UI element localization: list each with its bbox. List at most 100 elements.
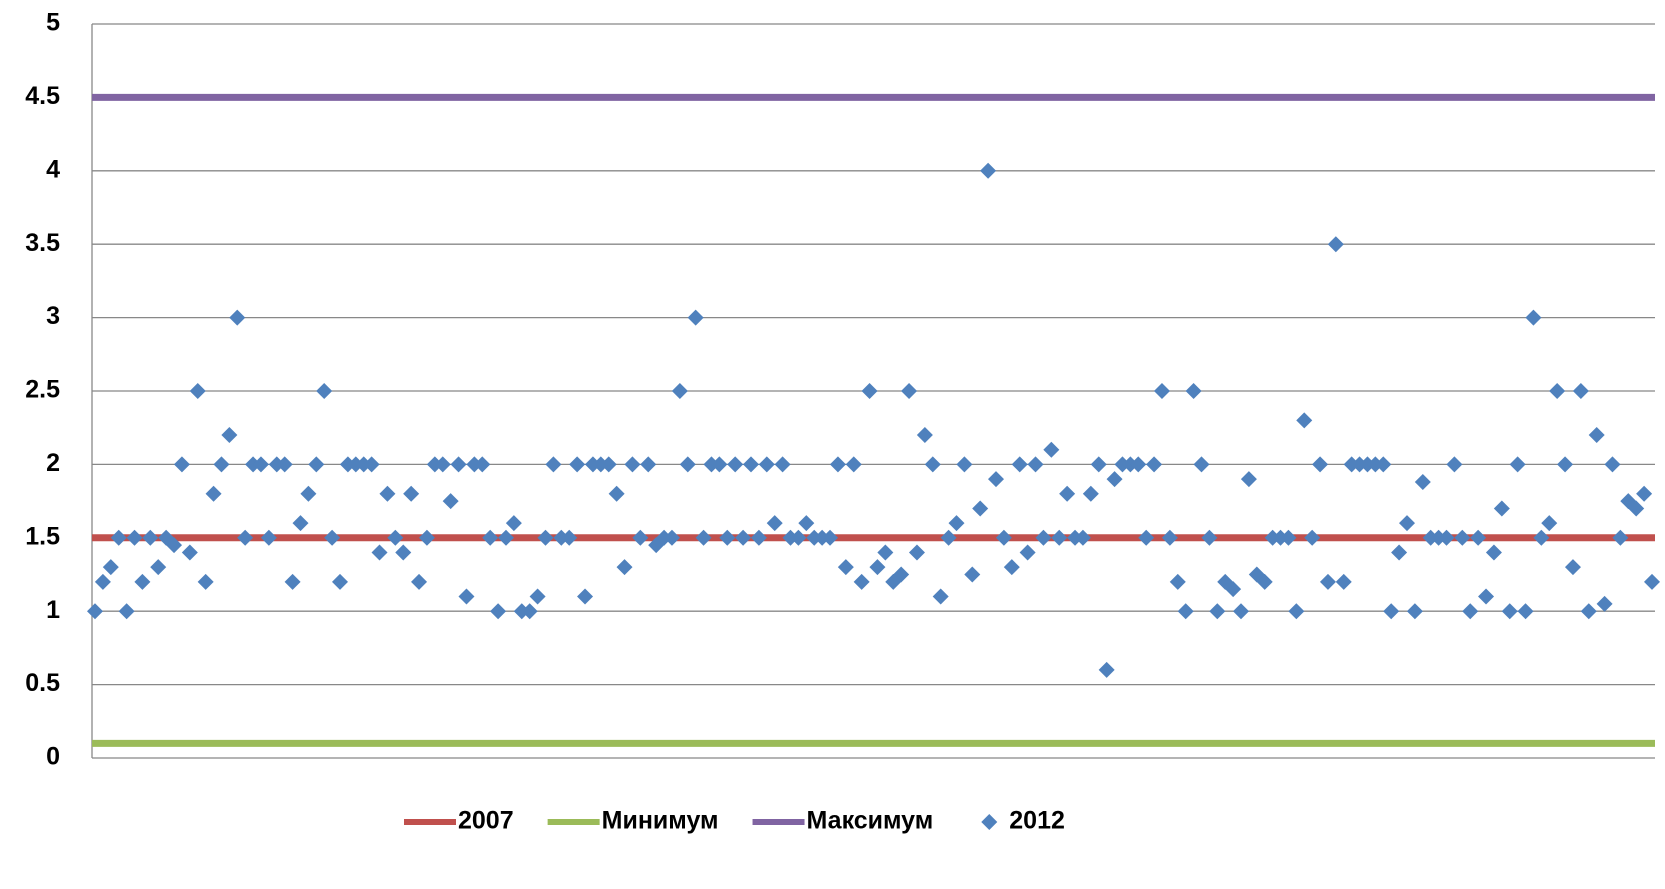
point [924, 456, 941, 473]
point [1003, 559, 1020, 576]
point [497, 529, 514, 546]
point [292, 515, 309, 532]
point [1019, 544, 1036, 561]
point [237, 529, 254, 546]
point [663, 529, 680, 546]
y-tick-label: 3 [46, 302, 60, 330]
point [1288, 603, 1305, 620]
point [940, 529, 957, 546]
point [537, 529, 554, 546]
point [1304, 529, 1321, 546]
point [1580, 603, 1597, 620]
point [173, 456, 190, 473]
point [1296, 412, 1313, 429]
point [600, 456, 617, 473]
point [790, 529, 807, 546]
y-tick-label: 1 [46, 596, 60, 624]
y-tick-label: 4.5 [25, 82, 60, 110]
point [561, 529, 578, 546]
point [1414, 474, 1431, 491]
point [608, 485, 625, 502]
point [102, 559, 119, 576]
point [1383, 603, 1400, 620]
point [616, 559, 633, 576]
point [829, 456, 846, 473]
point [1462, 603, 1479, 620]
point [252, 456, 269, 473]
point [189, 383, 206, 399]
point [1541, 515, 1558, 532]
point [861, 383, 878, 399]
point [434, 456, 451, 473]
point [695, 529, 712, 546]
point [687, 309, 704, 326]
point [1161, 529, 1178, 546]
point [1209, 603, 1226, 620]
point [458, 588, 475, 605]
point [908, 544, 925, 561]
point [308, 456, 325, 473]
point [387, 529, 404, 546]
point [1035, 529, 1052, 546]
point [822, 529, 839, 546]
point [545, 456, 562, 473]
point [197, 573, 214, 590]
point [118, 603, 135, 620]
legend-label: 2012 [1009, 807, 1065, 835]
point [901, 383, 918, 399]
point [490, 603, 507, 620]
point [1470, 529, 1487, 546]
point [916, 427, 933, 444]
point [1233, 603, 1250, 620]
point [758, 456, 775, 473]
point [1612, 529, 1629, 546]
point [837, 559, 854, 576]
y-tick-label: 4 [46, 155, 60, 183]
point [1059, 485, 1076, 502]
point [956, 456, 973, 473]
point [1319, 573, 1336, 590]
point [94, 573, 111, 590]
legend-label: Минимум [602, 807, 719, 835]
point [1280, 529, 1297, 546]
point [798, 515, 815, 532]
point [1628, 500, 1645, 517]
point [276, 456, 293, 473]
point [1398, 515, 1415, 532]
point [442, 493, 459, 510]
point [521, 603, 538, 620]
point [1074, 529, 1091, 546]
point [1193, 456, 1210, 473]
point [980, 162, 997, 179]
point [1446, 456, 1463, 473]
point [1240, 471, 1257, 488]
point [395, 544, 412, 561]
point [213, 456, 230, 473]
point [1169, 573, 1186, 590]
point [229, 309, 246, 326]
point [640, 456, 657, 473]
point [577, 588, 594, 605]
point [1335, 573, 1352, 590]
point [1130, 456, 1147, 473]
point [932, 588, 949, 605]
point [877, 544, 894, 561]
point [766, 515, 783, 532]
point [1391, 544, 1408, 561]
point [1525, 309, 1542, 326]
point [711, 456, 728, 473]
point [988, 471, 1005, 488]
legend-label: 2007 [458, 807, 514, 835]
point [260, 529, 277, 546]
point [1596, 595, 1613, 612]
point [893, 566, 910, 583]
point [284, 573, 301, 590]
point [719, 529, 736, 546]
point [1106, 471, 1123, 488]
point [126, 529, 143, 546]
point [1327, 236, 1344, 253]
point [418, 529, 435, 546]
point [1636, 485, 1653, 502]
point [316, 383, 333, 399]
point [474, 456, 491, 473]
